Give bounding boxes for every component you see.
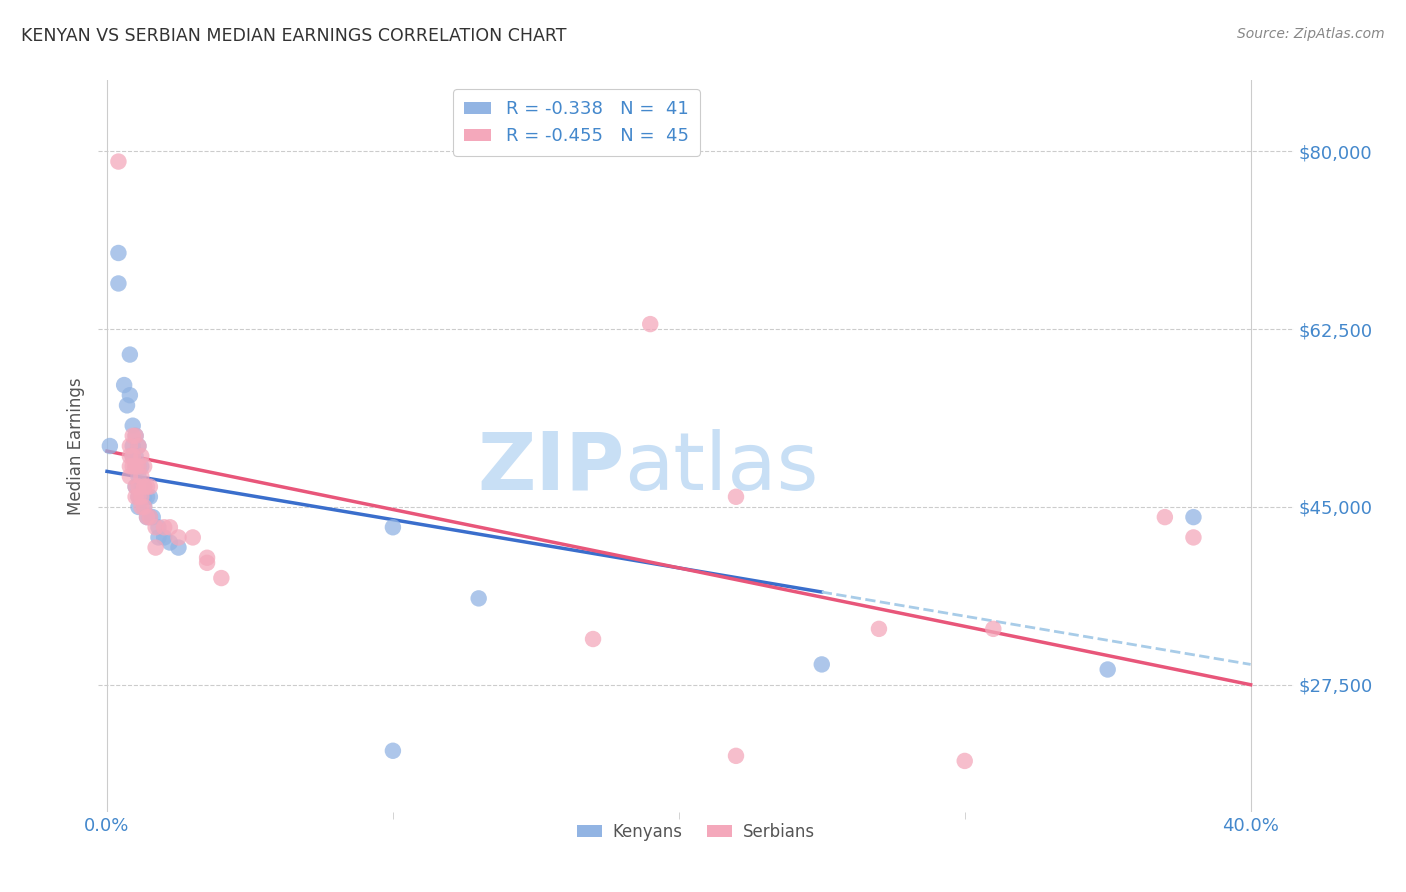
Point — [107, 277, 129, 291]
Point — [124, 480, 146, 494]
Text: atlas: atlas — [624, 429, 818, 507]
Point — [124, 429, 146, 443]
Point — [124, 480, 146, 494]
Point — [136, 510, 159, 524]
Point — [467, 591, 489, 606]
Point — [1182, 530, 1205, 544]
Point — [134, 459, 156, 474]
Text: ZIP: ZIP — [477, 429, 624, 507]
Point — [1153, 510, 1175, 524]
Point — [124, 459, 146, 474]
Point — [124, 459, 146, 474]
Point — [134, 500, 156, 514]
Point — [148, 530, 170, 544]
Y-axis label: Median Earnings: Median Earnings — [66, 377, 84, 515]
Point — [121, 418, 143, 433]
Point — [127, 439, 149, 453]
Point — [167, 541, 190, 555]
Point — [381, 520, 404, 534]
Point — [195, 556, 218, 570]
Point — [131, 500, 153, 514]
Point — [118, 439, 141, 453]
Point — [582, 632, 605, 646]
Point — [131, 480, 153, 494]
Point — [124, 490, 146, 504]
Point — [159, 535, 181, 549]
Point — [134, 490, 156, 504]
Point — [209, 571, 232, 585]
Point — [127, 439, 149, 453]
Point — [136, 480, 159, 494]
Point — [981, 622, 1004, 636]
Point — [115, 398, 138, 412]
Point — [134, 480, 156, 494]
Point — [131, 490, 153, 504]
Point — [139, 510, 162, 524]
Point — [121, 439, 143, 453]
Point — [121, 449, 143, 463]
Point — [118, 449, 141, 463]
Point — [127, 490, 149, 504]
Point — [127, 459, 149, 474]
Point — [127, 469, 149, 483]
Point — [153, 530, 176, 544]
Point — [139, 490, 162, 504]
Point — [127, 480, 149, 494]
Text: Source: ZipAtlas.com: Source: ZipAtlas.com — [1237, 27, 1385, 41]
Point — [107, 154, 129, 169]
Point — [127, 459, 149, 474]
Point — [131, 490, 153, 504]
Legend: Kenyans, Serbians: Kenyans, Serbians — [571, 816, 821, 847]
Point — [195, 550, 218, 565]
Point — [381, 744, 404, 758]
Point — [167, 530, 190, 544]
Point — [118, 459, 141, 474]
Point — [118, 469, 141, 483]
Point — [1182, 510, 1205, 524]
Point — [121, 459, 143, 474]
Point — [724, 748, 747, 763]
Point — [139, 480, 162, 494]
Point — [181, 530, 204, 544]
Point — [127, 490, 149, 504]
Point — [868, 622, 890, 636]
Point — [127, 500, 149, 514]
Point — [112, 378, 135, 392]
Point — [148, 520, 170, 534]
Point — [145, 541, 167, 555]
Point — [724, 490, 747, 504]
Point — [131, 469, 153, 483]
Point — [134, 480, 156, 494]
Point — [118, 347, 141, 362]
Text: KENYAN VS SERBIAN MEDIAN EARNINGS CORRELATION CHART: KENYAN VS SERBIAN MEDIAN EARNINGS CORREL… — [21, 27, 567, 45]
Point — [953, 754, 976, 768]
Point — [118, 388, 141, 402]
Point — [131, 449, 153, 463]
Point — [131, 459, 153, 474]
Point — [810, 657, 832, 672]
Point — [136, 490, 159, 504]
Point — [107, 246, 129, 260]
Point — [145, 520, 167, 534]
Point — [121, 429, 143, 443]
Point — [134, 500, 156, 514]
Point — [121, 449, 143, 463]
Point — [124, 429, 146, 443]
Point — [1097, 663, 1119, 677]
Point — [153, 520, 176, 534]
Point — [139, 510, 162, 524]
Point — [142, 510, 165, 524]
Point — [638, 317, 661, 331]
Point — [159, 520, 181, 534]
Point — [124, 449, 146, 463]
Point — [136, 510, 159, 524]
Point — [98, 439, 121, 453]
